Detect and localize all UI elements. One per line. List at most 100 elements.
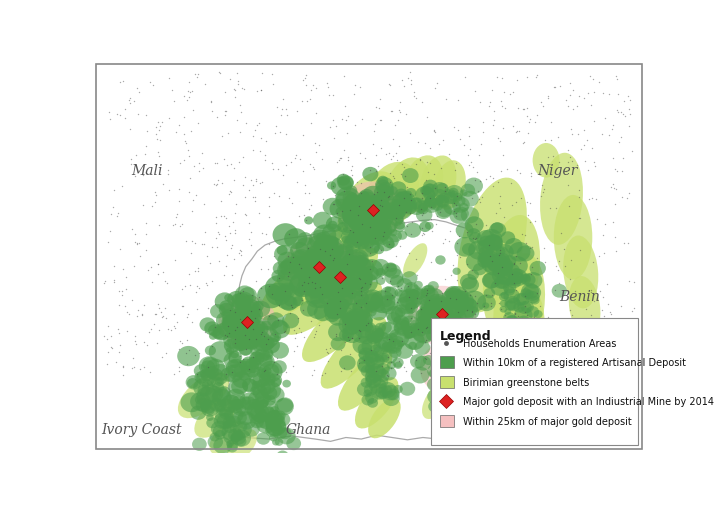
Ellipse shape: [422, 379, 454, 419]
Ellipse shape: [324, 262, 333, 271]
Point: [458, 365, 469, 373]
Point: [386, 291, 397, 299]
Point: [272, 316, 284, 324]
Point: [209, 160, 220, 168]
Ellipse shape: [246, 319, 255, 327]
Point: [239, 331, 251, 339]
Point: [154, 136, 166, 145]
Point: [462, 228, 473, 236]
Ellipse shape: [274, 399, 294, 416]
Ellipse shape: [378, 200, 390, 210]
Point: [470, 326, 482, 334]
Point: [179, 93, 190, 101]
Point: [140, 151, 151, 159]
Ellipse shape: [375, 370, 390, 382]
Point: [543, 95, 554, 103]
Point: [171, 318, 182, 326]
Point: [398, 163, 410, 172]
Ellipse shape: [438, 196, 445, 203]
Ellipse shape: [354, 325, 361, 332]
Ellipse shape: [529, 261, 546, 276]
Ellipse shape: [397, 293, 418, 311]
Point: [421, 324, 433, 332]
Point: [420, 140, 431, 148]
Point: [120, 302, 131, 310]
Ellipse shape: [362, 186, 384, 206]
Ellipse shape: [325, 275, 338, 287]
Ellipse shape: [316, 233, 328, 243]
Point: [144, 328, 156, 336]
Point: [310, 330, 321, 338]
Point: [299, 278, 310, 287]
Ellipse shape: [530, 296, 540, 305]
Ellipse shape: [260, 348, 274, 360]
Point: [376, 247, 387, 255]
Ellipse shape: [236, 405, 246, 414]
Ellipse shape: [364, 323, 376, 333]
Ellipse shape: [376, 375, 382, 381]
Point: [464, 146, 476, 154]
Point: [512, 313, 523, 321]
Ellipse shape: [482, 273, 500, 289]
Ellipse shape: [214, 413, 231, 429]
Point: [607, 181, 618, 189]
Ellipse shape: [508, 269, 528, 287]
Point: [535, 193, 546, 201]
Point: [210, 213, 222, 221]
Point: [587, 343, 598, 351]
Ellipse shape: [322, 241, 344, 261]
Point: [436, 289, 448, 297]
Ellipse shape: [372, 330, 384, 341]
Point: [178, 130, 189, 138]
Point: [447, 262, 459, 270]
Ellipse shape: [197, 385, 210, 396]
Ellipse shape: [212, 382, 224, 393]
Ellipse shape: [495, 244, 514, 261]
Ellipse shape: [325, 282, 338, 294]
Ellipse shape: [540, 153, 583, 245]
Ellipse shape: [483, 235, 503, 252]
Ellipse shape: [365, 232, 374, 240]
Ellipse shape: [342, 313, 359, 328]
Ellipse shape: [427, 378, 442, 391]
Point: [450, 202, 462, 210]
Point: [253, 120, 264, 128]
Point: [405, 130, 416, 138]
Point: [425, 204, 436, 212]
Point: [426, 228, 438, 236]
Ellipse shape: [458, 340, 468, 349]
Ellipse shape: [305, 279, 315, 289]
Point: [591, 216, 603, 224]
Point: [120, 286, 132, 294]
Point: [273, 274, 284, 282]
Point: [182, 310, 194, 318]
Point: [624, 340, 635, 348]
Point: [102, 348, 114, 356]
Ellipse shape: [447, 367, 454, 374]
Point: [193, 159, 204, 167]
Ellipse shape: [206, 359, 225, 376]
Ellipse shape: [441, 390, 454, 402]
Ellipse shape: [343, 194, 351, 202]
Ellipse shape: [500, 369, 513, 380]
Point: [595, 287, 606, 295]
Point: [305, 201, 316, 209]
Point: [328, 134, 339, 143]
Ellipse shape: [316, 259, 335, 276]
Ellipse shape: [243, 379, 258, 393]
Point: [601, 280, 613, 289]
Point: [330, 330, 342, 338]
Ellipse shape: [513, 347, 529, 361]
Ellipse shape: [367, 220, 377, 229]
Ellipse shape: [423, 190, 436, 201]
Ellipse shape: [239, 359, 254, 372]
Ellipse shape: [420, 286, 436, 299]
Ellipse shape: [208, 325, 222, 337]
Ellipse shape: [210, 420, 243, 455]
Point: [403, 249, 415, 258]
Point: [580, 157, 591, 165]
Ellipse shape: [486, 352, 503, 367]
Ellipse shape: [451, 304, 466, 318]
Point: [495, 305, 507, 314]
Ellipse shape: [393, 385, 402, 394]
